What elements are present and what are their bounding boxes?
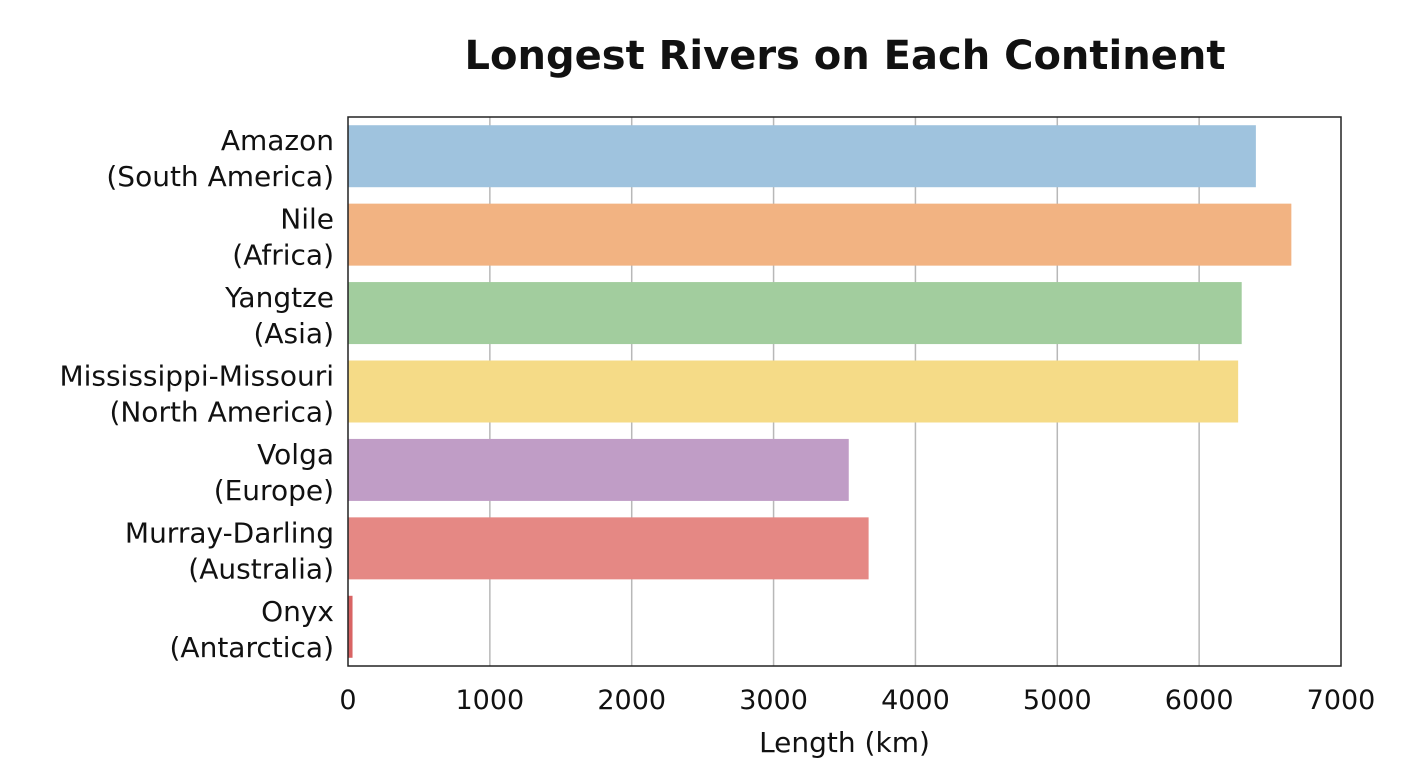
category-labels: Amazon (South America) Nile (Africa) Yangtze… <box>59 124 334 664</box>
category-label-mississippi-missouri: Mississippi-Missouri (North America) <box>59 360 334 429</box>
x-tick-label-1000: 1000 <box>455 685 524 716</box>
bar-mississippi-missouri <box>348 360 1239 423</box>
chart-title: Longest Rivers on Each Continent <box>464 33 1226 79</box>
category-label-line: Mississippi-Missouri <box>59 360 334 393</box>
category-label-line: Onyx <box>261 595 334 628</box>
x-tick-label-4000: 4000 <box>881 685 950 716</box>
category-label-line: Yangtze <box>224 281 334 314</box>
category-label-line: (Europe) <box>214 474 334 507</box>
x-tick-label-2000: 2000 <box>597 685 666 716</box>
x-tick-label-3000: 3000 <box>739 685 808 716</box>
bar-murray-darling <box>348 517 869 580</box>
category-label-murray-darling: Murray-Darling (Australia) <box>125 516 334 585</box>
x-tick-label-5000: 5000 <box>1023 685 1092 716</box>
bars <box>348 125 1292 658</box>
category-label-amazon: Amazon (South America) <box>106 124 334 193</box>
category-label-line: Volga <box>257 438 334 471</box>
category-label-line: (Asia) <box>253 317 334 350</box>
bar-onyx <box>348 595 353 658</box>
category-label-volga: Volga (Europe) <box>214 438 334 507</box>
category-label-line: (Australia) <box>188 552 334 585</box>
bar-yangtze <box>348 282 1242 345</box>
bar-volga <box>348 438 849 501</box>
category-label-line: (North America) <box>109 396 334 429</box>
category-label-yangtze: Yangtze (Asia) <box>224 281 334 350</box>
category-label-line: Nile <box>280 203 334 236</box>
x-tick-label-7000: 7000 <box>1307 685 1376 716</box>
category-label-line: Amazon <box>221 124 334 157</box>
category-label-nile: Nile (Africa) <box>232 203 334 272</box>
category-label-line: (Africa) <box>232 239 334 272</box>
x-tick-label-0: 0 <box>339 685 356 716</box>
bar-amazon <box>348 125 1256 188</box>
x-axis-label: Length (km) <box>759 726 930 759</box>
bar-nile <box>348 203 1292 266</box>
category-label-line: (South America) <box>106 160 334 193</box>
x-tick-labels: 0 1000 2000 3000 4000 5000 6000 7000 <box>339 685 1375 716</box>
category-label-onyx: Onyx (Antarctica) <box>170 595 335 664</box>
x-tick-label-6000: 6000 <box>1165 685 1234 716</box>
plot-frame <box>347 116 1342 667</box>
category-label-line: (Antarctica) <box>170 631 335 664</box>
category-label-line: Murray-Darling <box>125 516 334 549</box>
